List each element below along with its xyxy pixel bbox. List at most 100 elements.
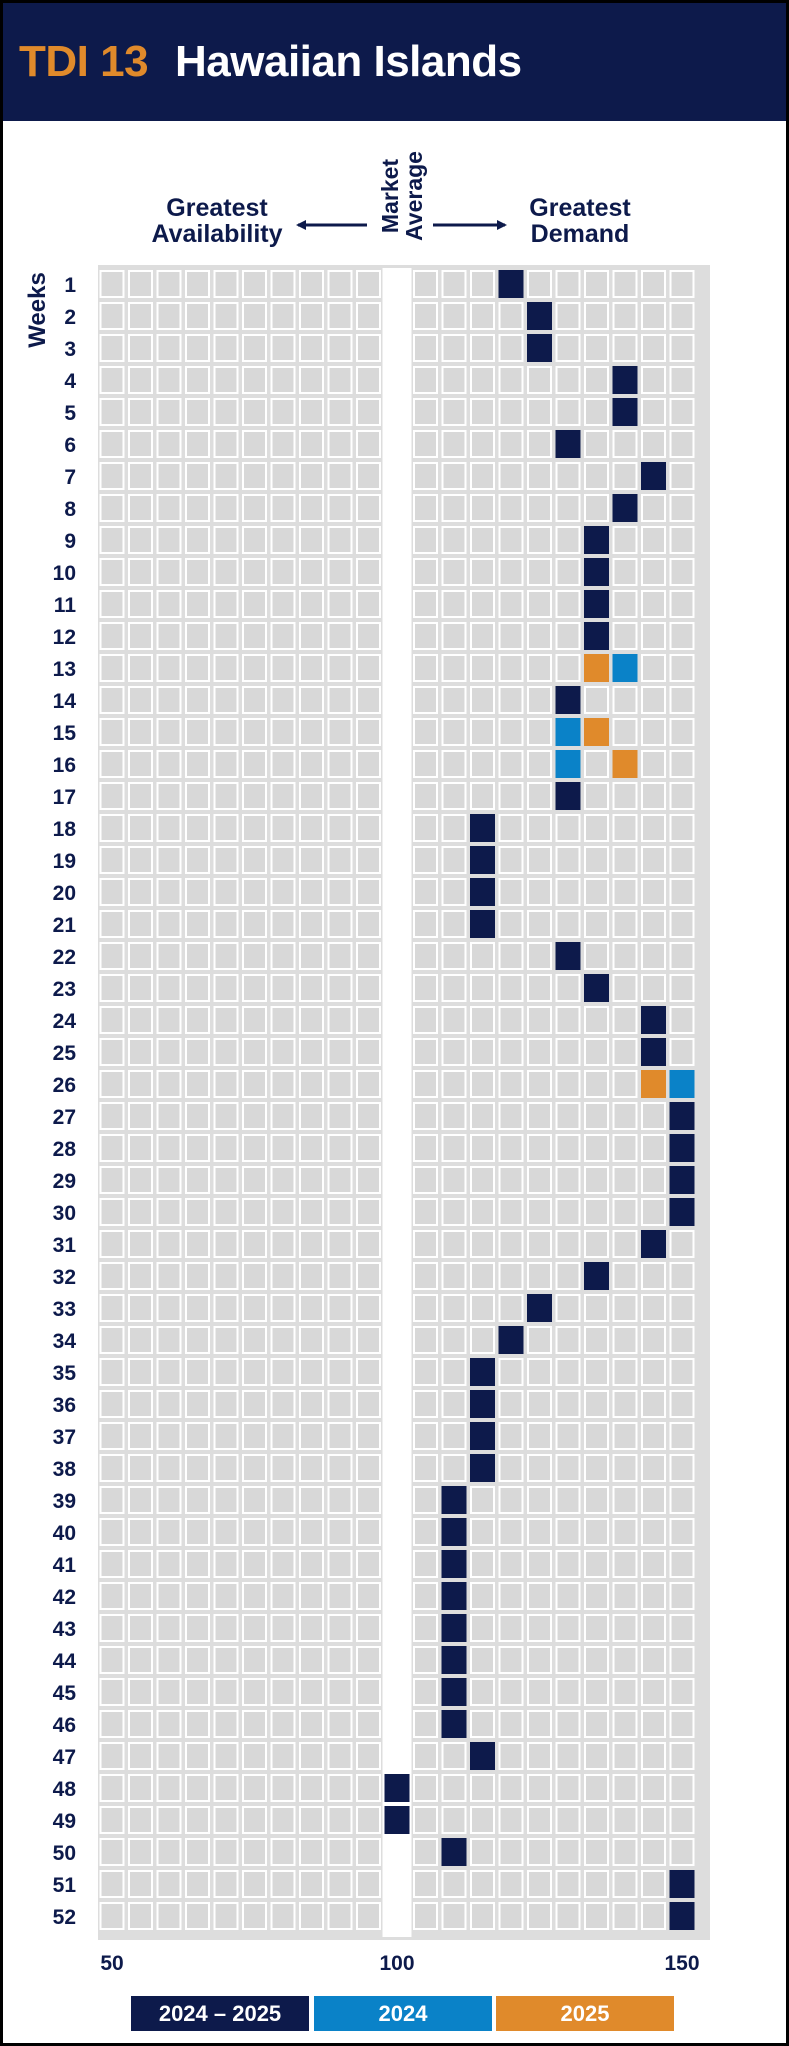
grid-cell <box>669 910 695 938</box>
grid-cell <box>584 814 609 842</box>
grid-cell <box>270 1518 296 1546</box>
grid-cell <box>242 494 267 522</box>
grid-cell <box>99 1006 125 1034</box>
grid-cell <box>156 1422 182 1450</box>
grid-cell <box>356 1518 381 1546</box>
data-mark <box>584 622 609 650</box>
grid-cell <box>185 1646 210 1674</box>
grid-cell <box>641 334 666 362</box>
grid-cell <box>128 1038 153 1066</box>
grid-cell <box>669 430 695 458</box>
grid-cell <box>242 1550 267 1578</box>
grid-cell <box>470 1774 495 1802</box>
grid-cell <box>242 782 267 810</box>
grid-cell <box>356 462 381 490</box>
grid-cell <box>669 878 695 906</box>
data-mark <box>384 1774 410 1802</box>
grid-cell <box>498 1806 524 1834</box>
grid-cell <box>527 1134 552 1162</box>
grid-cell <box>327 878 353 906</box>
grid-cell <box>669 974 695 1002</box>
grid-cell <box>185 878 210 906</box>
grid-cell <box>527 1262 552 1290</box>
grid-cell <box>299 1070 324 1098</box>
grid-cell <box>527 1518 552 1546</box>
grid-cell <box>584 366 609 394</box>
grid-cell <box>327 1550 353 1578</box>
grid-cell <box>327 1678 353 1706</box>
grid-cell <box>185 1710 210 1738</box>
grid-cell <box>669 1326 695 1354</box>
grid-cell <box>270 1198 296 1226</box>
grid-cell <box>555 1678 581 1706</box>
grid-cell <box>584 1678 609 1706</box>
week-label: 20 <box>53 882 76 905</box>
grid-cell <box>242 1070 267 1098</box>
grid-cell <box>185 462 210 490</box>
grid-cell <box>641 1838 666 1866</box>
grid-cell <box>327 366 353 394</box>
grid-cell <box>413 398 438 426</box>
data-mark <box>612 398 638 426</box>
grid-cell <box>185 1742 210 1770</box>
grid-cell <box>99 1326 125 1354</box>
grid-cell <box>327 1134 353 1162</box>
week-label: 47 <box>53 1746 76 1769</box>
data-mark <box>555 942 581 970</box>
grid-cell <box>555 1614 581 1642</box>
grid-cell <box>270 1550 296 1578</box>
grid-cell <box>99 846 125 874</box>
week-label: 35 <box>53 1362 77 1385</box>
grid-cell <box>242 750 267 778</box>
grid-cell <box>356 1422 381 1450</box>
grid-cell <box>156 558 182 586</box>
grid-cell <box>413 462 438 490</box>
grid-cell <box>413 1486 438 1514</box>
grid-cell <box>356 1582 381 1610</box>
grid-cell <box>584 686 609 714</box>
grid-cell <box>99 814 125 842</box>
grid-cell <box>185 1870 210 1898</box>
grid-cell <box>213 1390 239 1418</box>
grid-cell <box>213 1134 239 1162</box>
grid-cell <box>99 878 125 906</box>
grid-cell <box>498 494 524 522</box>
grid-cell <box>213 686 239 714</box>
grid-cell <box>270 1742 296 1770</box>
grid-cell <box>441 1326 467 1354</box>
grid-cell <box>327 398 353 426</box>
x-tick-label: 50 <box>100 1952 123 1975</box>
grid-cell <box>584 494 609 522</box>
grid-cell <box>213 1742 239 1770</box>
grid-cell <box>242 1742 267 1770</box>
grid-cell <box>242 302 267 330</box>
grid-cell <box>270 718 296 746</box>
grid-cell <box>185 1486 210 1514</box>
grid-cell <box>498 1006 524 1034</box>
grid-cell <box>213 1070 239 1098</box>
grid-cell <box>242 1038 267 1066</box>
grid-cell <box>327 1390 353 1418</box>
grid-cell <box>555 1006 581 1034</box>
grid-cell <box>156 1902 182 1930</box>
grid-cell <box>498 622 524 650</box>
grid-cell <box>498 1038 524 1066</box>
grid-cell <box>498 1166 524 1194</box>
grid-cell <box>413 1006 438 1034</box>
grid-cell <box>242 398 267 426</box>
data-mark <box>527 334 552 362</box>
grid-cell <box>441 1390 467 1418</box>
grid-cell <box>213 654 239 682</box>
grid-cell <box>669 302 695 330</box>
grid-cell <box>156 430 182 458</box>
grid-cell <box>270 1166 296 1194</box>
grid-cell <box>213 1582 239 1610</box>
legend-item: 2025 <box>496 1996 674 2031</box>
grid-cell <box>356 1038 381 1066</box>
grid-cell <box>356 1006 381 1034</box>
grid-cell <box>441 1230 467 1258</box>
grid-cell <box>470 1294 495 1322</box>
grid-cell <box>99 1838 125 1866</box>
grid-cell <box>156 1326 182 1354</box>
